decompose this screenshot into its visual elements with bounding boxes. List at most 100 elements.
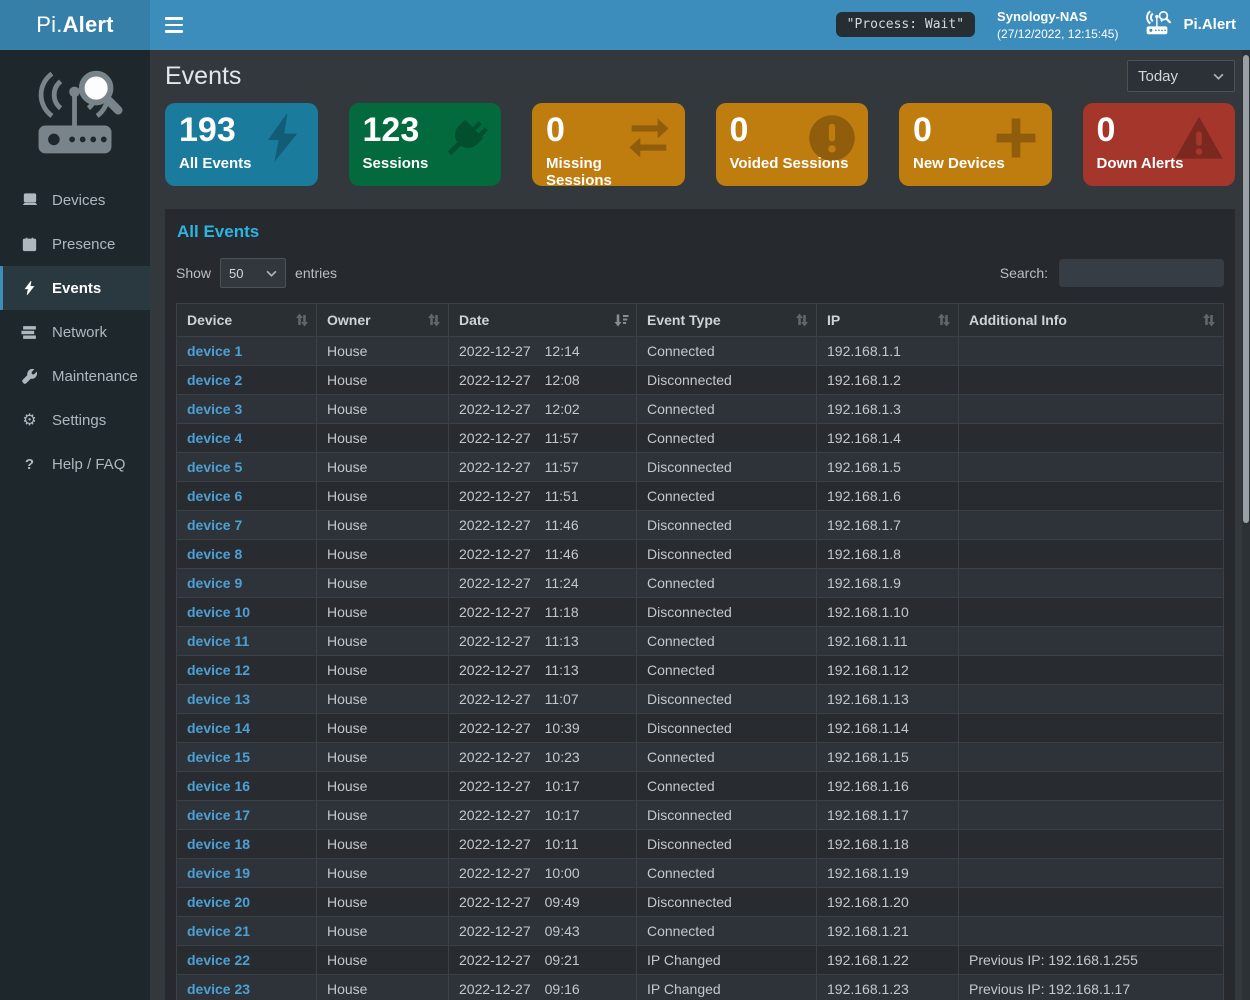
sidebar-item-devices[interactable]: Devices (0, 178, 150, 222)
sidebar-item-presence[interactable]: Presence (0, 222, 150, 266)
device-link[interactable]: device 11 (187, 633, 250, 649)
search-label: Search: (999, 265, 1048, 281)
device-link[interactable]: device 2 (187, 372, 243, 388)
event-type-cell: Connected (636, 394, 817, 424)
additional-info-cell: Previous IP: 192.168.1.255 (958, 945, 1224, 975)
ip-cell: 192.168.1.20 (816, 887, 959, 917)
stat-card-all-events[interactable]: 193 All Events (165, 103, 318, 186)
date-cell: 2022-12-27 11:18 (448, 597, 637, 627)
warning-triangle-icon (1173, 112, 1225, 164)
owner-cell: House (316, 742, 449, 772)
device-link[interactable]: device 3 (187, 401, 243, 417)
sort-descending-icon (614, 314, 629, 327)
device-cell: device 1 (176, 336, 317, 366)
sidebar-item-settings[interactable]: ⚙ Settings (0, 398, 150, 442)
device-link[interactable]: device 7 (187, 517, 243, 533)
column-header-device[interactable]: Device (176, 303, 317, 337)
ip-cell: 192.168.1.5 (816, 452, 959, 482)
event-type-cell: Connected (636, 742, 817, 772)
column-header-date[interactable]: Date (448, 303, 637, 337)
device-link[interactable]: device 5 (187, 459, 243, 475)
additional-info-cell (958, 916, 1224, 946)
sidebar-item-label: Network (52, 323, 108, 341)
device-cell: device 12 (176, 655, 317, 685)
device-link[interactable]: device 18 (187, 836, 251, 852)
exchange-arrows-icon (623, 112, 675, 164)
additional-info-cell (958, 481, 1224, 511)
device-link[interactable]: device 13 (187, 691, 251, 707)
device-cell: device 18 (176, 829, 317, 859)
owner-cell: House (316, 800, 449, 830)
device-link[interactable]: device 21 (187, 923, 251, 939)
stat-label: Down Alerts (1096, 155, 1184, 173)
event-type-cell: Disconnected (636, 452, 817, 482)
device-link[interactable]: device 1 (187, 343, 243, 359)
device-cell: device 14 (176, 713, 317, 743)
hamburger-menu-icon[interactable] (165, 17, 187, 33)
ip-cell: 192.168.1.13 (816, 684, 959, 714)
date-cell: 2022-12-27 10:00 (448, 858, 637, 888)
device-link[interactable]: device 14 (187, 720, 251, 736)
ip-cell: 192.168.1.11 (816, 626, 959, 656)
date-cell: 2022-12-27 11:13 (448, 626, 637, 656)
ip-cell: 192.168.1.8 (816, 539, 959, 569)
date-cell: 2022-12-27 12:14 (448, 336, 637, 366)
device-link[interactable]: device 20 (187, 894, 251, 910)
stat-value: 0 (546, 111, 565, 149)
column-header-additional-info[interactable]: Additional Info (958, 303, 1224, 337)
ip-cell: 192.168.1.12 (816, 655, 959, 685)
table-row: device 20 House 2022-12-27 09:49 Disconnecte… (176, 887, 1224, 917)
stat-card-missing-sessions[interactable]: 0 Missing Sessions (532, 103, 685, 186)
sidebar-item-network[interactable]: Network (0, 310, 150, 354)
stat-label: New Devices (913, 155, 1005, 173)
device-link[interactable]: device 6 (187, 488, 243, 504)
stat-card-down-alerts[interactable]: 0 Down Alerts (1082, 103, 1235, 186)
device-link[interactable]: device 22 (187, 952, 251, 968)
date-cell: 2022-12-27 10:11 (448, 829, 637, 859)
top-bar-brand-label: Pi.Alert (1183, 16, 1236, 34)
device-link[interactable]: device 4 (187, 430, 243, 446)
device-link[interactable]: device 12 (187, 662, 251, 678)
search-input[interactable] (1059, 259, 1224, 287)
router-scan-logo-icon (38, 70, 123, 154)
sidebar-item-maintenance[interactable]: Maintenance (0, 354, 150, 398)
laptop-icon (20, 191, 39, 209)
date-cell: 2022-12-27 10:39 (448, 713, 637, 743)
sidebar-item-events[interactable]: Events (0, 266, 150, 310)
device-link[interactable]: device 17 (187, 807, 251, 823)
date-cell: 2022-12-27 10:17 (448, 800, 637, 830)
vertical-scrollbar[interactable] (1242, 50, 1250, 1000)
event-type-cell: Disconnected (636, 684, 817, 714)
device-link[interactable]: device 19 (187, 865, 251, 881)
stat-card-voided-sessions[interactable]: 0 Voided Sessions (715, 103, 868, 186)
sidebar-item-help[interactable]: ? Help / FAQ (0, 442, 150, 486)
column-header-event-type[interactable]: Event Type (636, 303, 817, 337)
brand-prefix: Pi. (36, 12, 63, 37)
event-type-cell: Disconnected (636, 365, 817, 395)
column-header-owner[interactable]: Owner (316, 303, 449, 337)
sidebar: Devices Presence Events Network Maintena… (0, 50, 150, 1000)
device-link[interactable]: device 15 (187, 749, 251, 765)
device-link[interactable]: device 23 (187, 981, 251, 997)
device-link[interactable]: device 10 (187, 604, 251, 620)
ip-cell: 192.168.1.21 (816, 916, 959, 946)
date-cell: 2022-12-27 11:46 (448, 510, 637, 540)
owner-cell: House (316, 887, 449, 917)
device-cell: device 13 (176, 684, 317, 714)
period-select[interactable]: Today (1127, 60, 1235, 92)
owner-cell: House (316, 626, 449, 656)
column-header-ip[interactable]: IP (816, 303, 959, 337)
device-link[interactable]: device 16 (187, 778, 251, 794)
device-link[interactable]: device 9 (187, 575, 243, 591)
device-link[interactable]: device 8 (187, 546, 243, 562)
scrollbar-thumb[interactable] (1243, 55, 1249, 523)
app-logo[interactable]: Pi. Alert (0, 0, 150, 50)
ip-cell: 192.168.1.2 (816, 365, 959, 395)
owner-cell: House (316, 829, 449, 859)
sort-both-icon (796, 313, 808, 327)
owner-cell: House (316, 916, 449, 946)
stat-card-sessions[interactable]: 123 Sessions (348, 103, 501, 186)
stat-card-new-devices[interactable]: 0 New Devices (899, 103, 1052, 186)
event-type-cell: Disconnected (636, 887, 817, 917)
page-length-select[interactable]: 50 (220, 258, 287, 288)
